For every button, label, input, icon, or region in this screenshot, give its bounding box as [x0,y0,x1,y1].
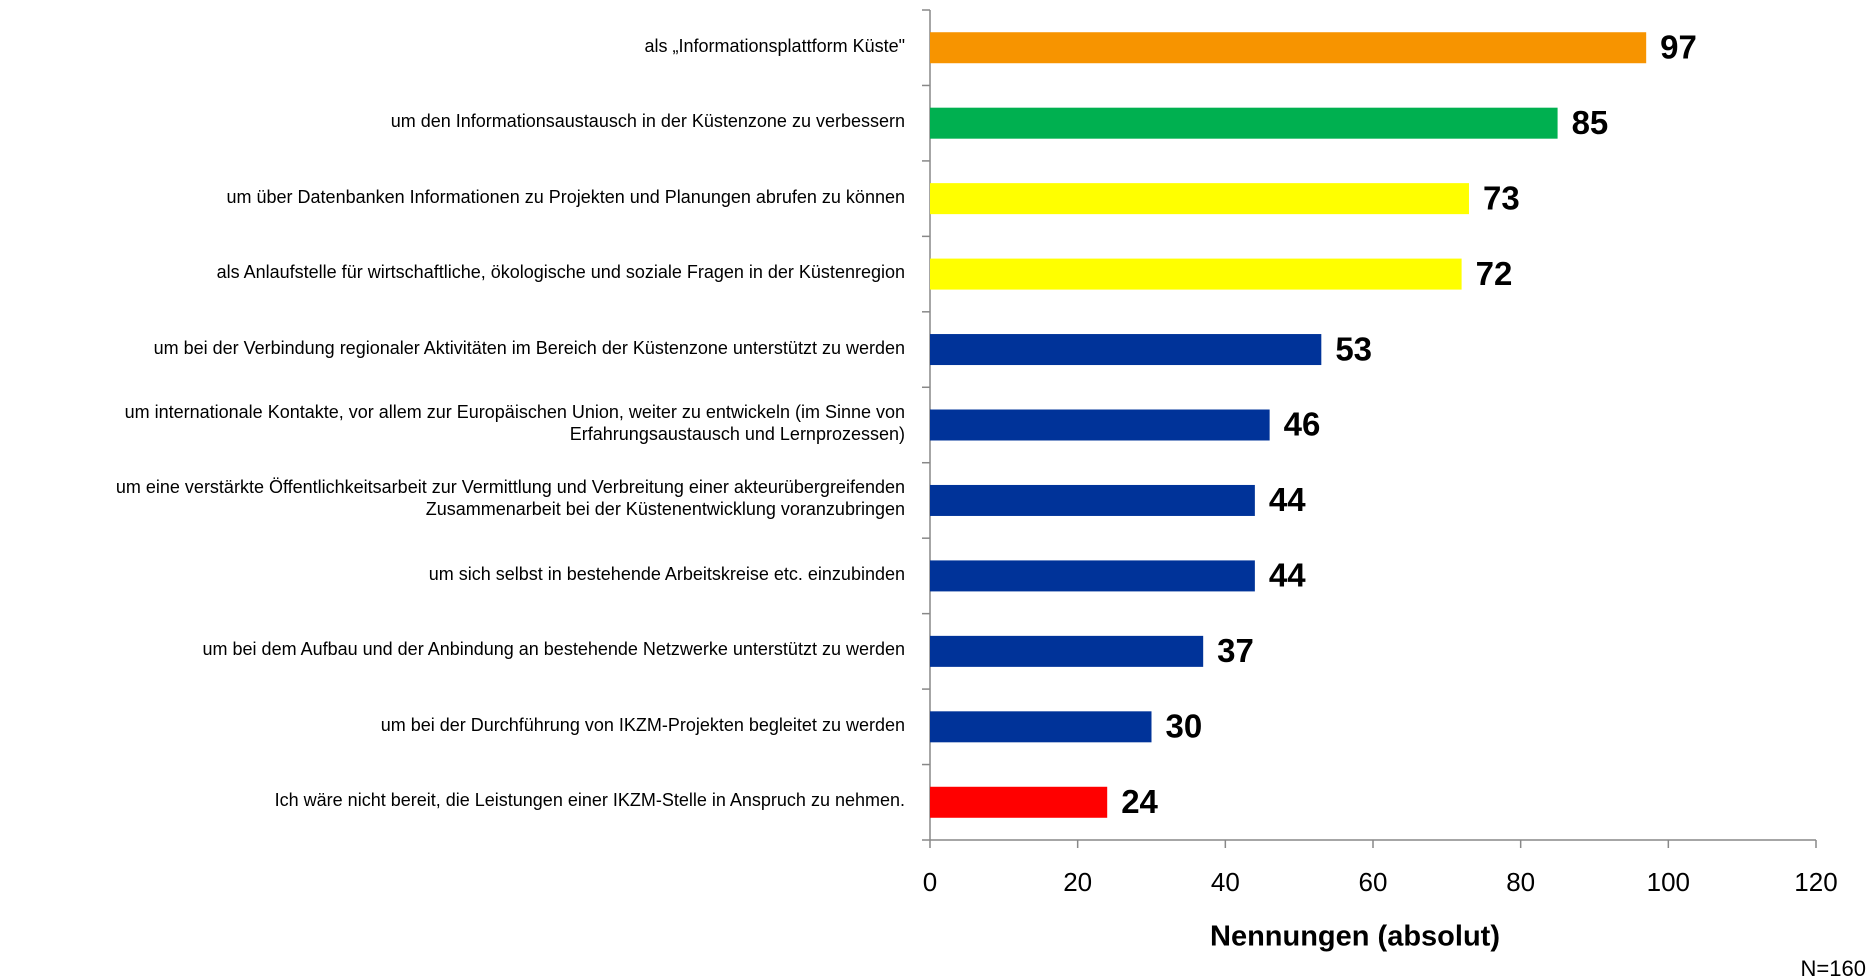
x-tick-label: 40 [1211,867,1240,897]
bar [930,484,1255,516]
value-label: 97 [1660,28,1697,65]
value-label: 53 [1335,330,1372,367]
category-label: um über Datenbanken Informationen zu Pro… [226,186,905,207]
value-label: 85 [1572,104,1609,141]
value-label: 46 [1284,406,1321,443]
note: N=160 [1801,956,1866,979]
bar [930,107,1558,139]
x-tick-label: 120 [1794,867,1837,897]
category-label: Ich wäre nicht bereit, die Leistungen ei… [274,790,905,811]
category-label: um bei der Durchführung von IKZM-Projekt… [380,714,905,735]
x-tick-label: 0 [923,867,937,897]
x-tick-label: 60 [1359,867,1388,897]
bar [930,711,1152,743]
bar [930,183,1469,215]
bar [930,409,1270,441]
bar [930,334,1322,366]
bar [930,258,1462,290]
category-label: um eine verstärkte Öffentlichkeitsarbeit… [115,477,905,520]
bar [930,32,1647,64]
bar [930,635,1204,667]
x-axis-title: Nennungen (absolut) [1210,921,1500,953]
category-label: als Anlaufstelle für wirtschaftliche, ök… [216,262,905,283]
bar [930,560,1255,592]
category-label: um bei der Verbindung regionaler Aktivit… [153,337,905,358]
value-label: 44 [1269,557,1306,594]
x-tick-label: 20 [1063,867,1092,897]
category-label: um den Informationsaustausch in der Küst… [390,111,905,132]
category-label: als „Informationsplattform Küste" [644,35,906,56]
x-tick-label: 80 [1506,867,1535,897]
value-label: 37 [1217,632,1254,669]
x-tick-label: 100 [1647,867,1690,897]
category-label: um bei dem Aufbau und der Anbindung an b… [202,639,905,660]
value-label: 72 [1476,255,1513,292]
value-label: 44 [1269,481,1306,518]
value-label: 73 [1483,179,1520,216]
category-label: um internationale Kontakte, vor allem zu… [124,402,905,444]
value-label: 24 [1121,783,1158,820]
bar [930,786,1108,818]
category-label: um sich selbst in bestehende Arbeitskrei… [428,563,905,584]
value-label: 30 [1166,708,1203,745]
